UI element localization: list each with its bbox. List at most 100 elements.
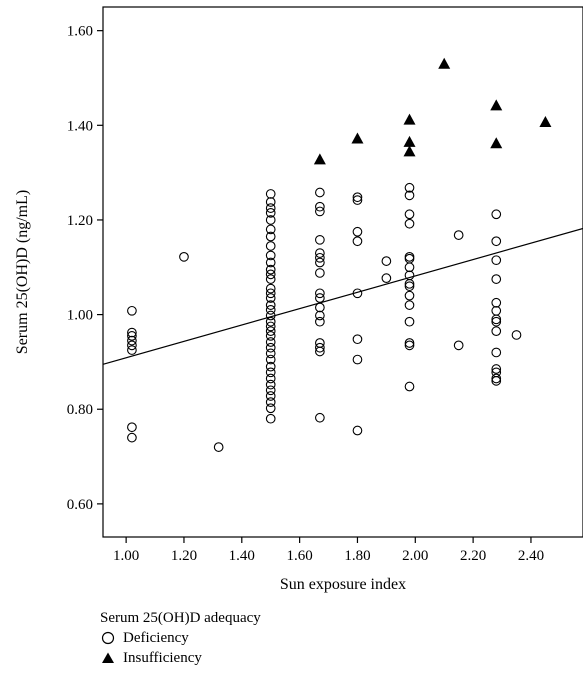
deficiency-point: [491, 314, 502, 325]
x-tick-label: 1.20: [171, 548, 197, 564]
deficiency-point: [404, 262, 415, 273]
deficiency-point: [491, 326, 502, 337]
insufficiency-point: [351, 132, 364, 144]
plot-frame: [102, 6, 583, 538]
deficiency-point: [404, 381, 415, 392]
deficiency-point: [265, 283, 276, 294]
deficiency-point: [265, 189, 276, 199]
x-tick-label: 2.00: [402, 548, 428, 564]
deficiency-point: [315, 252, 325, 263]
deficiency-point: [265, 215, 276, 225]
deficiency-point: [491, 347, 502, 358]
deficiency-point: [265, 373, 276, 384]
deficiency-point: [404, 209, 415, 220]
deficiency-point: [404, 340, 415, 351]
deficiency-point: [265, 397, 276, 407]
deficiency-point: [352, 192, 363, 203]
deficiency-point: [404, 182, 415, 193]
deficiency-point: [265, 354, 276, 365]
legend-label-deficiency: Deficiency: [123, 630, 189, 646]
legend-item-deficiency: Deficiency: [100, 628, 261, 648]
deficiency-point: [265, 231, 276, 242]
y-tick-label: 0.60: [67, 497, 93, 513]
deficiency-point: [315, 187, 325, 198]
deficiency-point: [491, 316, 502, 327]
deficiency-point: [265, 288, 276, 299]
deficiency-point: [265, 250, 276, 261]
insufficiency-point: [403, 135, 416, 147]
deficiency-point: [491, 297, 502, 308]
legend: Serum 25(OH)D adequacy Deficiency Insuff…: [100, 608, 261, 668]
deficiency-point: [352, 226, 363, 237]
deficiency-point: [265, 348, 276, 359]
deficiency-point: [315, 302, 325, 313]
deficiency-point: [404, 190, 415, 201]
deficiency-point: [265, 413, 276, 424]
y-tick-label: 0.80: [67, 402, 93, 418]
deficiency-point: [453, 230, 464, 240]
filled-triangle-icon: [102, 652, 114, 663]
deficiency-point: [315, 342, 325, 353]
deficiency-point: [179, 252, 189, 262]
deficiency-point: [265, 274, 276, 284]
deficiency-point: [491, 375, 502, 386]
deficiency-point: [315, 316, 325, 327]
deficiency-point: [315, 201, 325, 212]
deficiency-point: [315, 310, 325, 321]
deficiency-point: [213, 442, 224, 452]
deficiency-point: [265, 203, 276, 213]
deficiency-point: [315, 288, 325, 299]
tick-labels: 1.00 1.20 1.40 1.60 1.80 2.00 2.20 2.40 0.60 0.80…: [67, 24, 544, 564]
deficiency-point: [381, 273, 392, 284]
deficiency-point: [265, 305, 276, 315]
deficiency-point: [315, 206, 325, 217]
deficiency-point: [352, 236, 363, 247]
deficiency-point: [265, 342, 276, 353]
open-circle-icon: [101, 631, 115, 645]
deficiency-point: [491, 305, 502, 316]
deficiency-point: [265, 207, 276, 218]
deficiency-point: [511, 330, 522, 340]
legend-item-insufficiency: Insufficiency: [100, 648, 261, 668]
insufficiency-point: [403, 113, 416, 125]
deficiency-point: [127, 345, 137, 355]
deficiency-point: [352, 195, 363, 205]
x-axis-title: Sun exposure index: [280, 576, 406, 593]
axis-ticks: [97, 30, 532, 543]
x-tick-label: 1.60: [287, 548, 313, 564]
deficiency-point: [315, 346, 325, 357]
y-tick-label: 1.40: [67, 118, 93, 134]
insufficiency-point: [403, 145, 416, 157]
x-tick-label: 1.80: [344, 548, 370, 564]
deficiency-point: [127, 432, 137, 443]
deficiency-point: [127, 327, 137, 338]
insufficiency-point: [539, 115, 552, 127]
deficiency-point: [265, 293, 276, 303]
deficiency-point: [352, 334, 363, 345]
deficiency-point: [265, 391, 276, 401]
deficiency-point: [127, 331, 137, 341]
deficiency-point: [404, 252, 415, 262]
deficiency-point: [265, 326, 276, 337]
deficiency-point: [127, 422, 137, 433]
deficiency-point: [352, 354, 363, 365]
deficiency-point: [453, 340, 464, 351]
deficiency-point: [265, 331, 276, 341]
deficiency-point: [404, 218, 415, 229]
x-tick-label: 1.40: [229, 548, 255, 564]
deficiency-point: [404, 290, 415, 301]
deficiency-point: [491, 364, 502, 374]
deficiency-point: [491, 236, 502, 247]
deficiency-point: [315, 248, 325, 258]
deficiency-point: [404, 316, 415, 327]
deficiency-point: [265, 385, 276, 396]
deficiency-point: [265, 300, 276, 310]
y-tick-label: 1.60: [67, 24, 93, 40]
deficiency-point: [265, 321, 276, 332]
deficiency-point: [265, 367, 276, 378]
y-axis-title: Serum 25(OH)D (ng/mL): [14, 190, 31, 354]
deficiency-point: [265, 403, 276, 414]
deficiency-point: [127, 305, 137, 316]
deficiency-point: [315, 234, 325, 245]
deficiency-point: [404, 281, 415, 292]
